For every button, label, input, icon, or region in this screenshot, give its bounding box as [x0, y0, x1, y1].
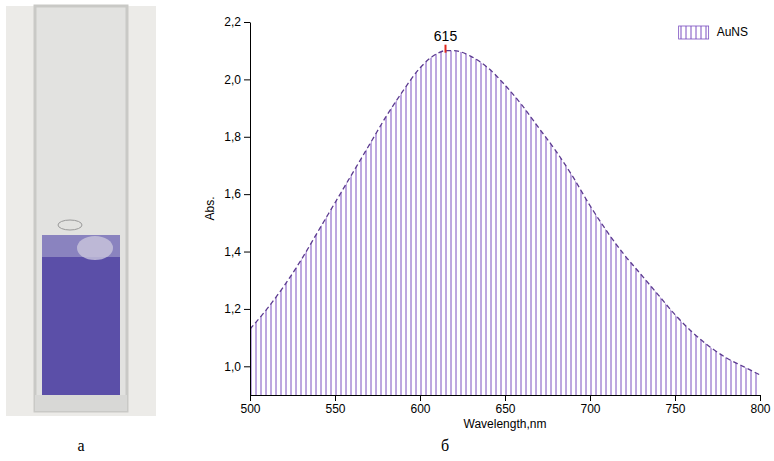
y-tick-label: 2,2	[224, 15, 241, 29]
x-tick: 650	[495, 395, 515, 416]
x-tick-mark	[590, 395, 591, 401]
y-tick-mark	[244, 137, 250, 138]
y-tick: 2,0	[224, 73, 250, 87]
x-tick-label: 750	[665, 402, 685, 416]
x-tick-label: 700	[580, 402, 600, 416]
liquid	[42, 235, 120, 395]
x-tick: 700	[580, 395, 600, 416]
y-tick: 1,8	[224, 130, 250, 144]
y-tick-label: 1,6	[224, 187, 241, 201]
y-tick-label: 1,0	[224, 360, 241, 374]
y-tick-label: 1,4	[224, 245, 241, 259]
x-tick-label: 550	[325, 402, 345, 416]
x-tick: 750	[665, 395, 685, 416]
x-tick-mark	[505, 395, 506, 401]
y-tick-label: 1,2	[224, 302, 241, 316]
x-tick-label: 650	[495, 402, 515, 416]
y-tick: 1,4	[224, 245, 250, 259]
y-tick: 1,6	[224, 187, 250, 201]
x-tick-mark	[760, 395, 761, 401]
x-tick: 500	[240, 395, 260, 416]
y-axis-title: Abs.	[203, 196, 217, 220]
curve	[250, 51, 760, 375]
cuvette	[35, 6, 127, 411]
y-tick-mark	[244, 22, 250, 23]
x-axis: 500 550 600 650 700 750 800	[240, 395, 770, 416]
annotation-label: 615	[434, 28, 458, 44]
y-tick-label: 1,8	[224, 130, 241, 144]
y-tick: 2,2	[224, 15, 250, 29]
photo-background	[6, 6, 156, 416]
y-tick-mark	[244, 309, 250, 310]
bubble	[58, 220, 82, 230]
y-axis-line	[250, 23, 251, 396]
x-tick-label: 500	[240, 402, 260, 416]
y-tick-mark	[244, 194, 250, 195]
x-tick-label: 800	[750, 402, 770, 416]
area	[250, 51, 760, 395]
y-axis: 1,0 1,2 1,4 1,6 1,8 2,0 2,2	[224, 15, 250, 395]
x-tick-mark	[250, 395, 251, 401]
x-tick-mark	[420, 395, 421, 401]
y-tick-mark	[244, 79, 250, 80]
bubble	[77, 236, 113, 260]
legend-label: AuNS	[717, 25, 748, 39]
panel-label: а	[77, 437, 84, 454]
y-tick: 1,2	[224, 302, 250, 316]
figure: 500 550 600 650 700 750 800 1,0 1,2 1,4 1,6 1,8 2,0 2…	[0, 0, 774, 461]
legend: AuNS	[679, 25, 748, 39]
x-axis-title: Wavelength,nm	[464, 417, 547, 431]
x-tick-label: 600	[410, 402, 430, 416]
panel-label: б	[441, 437, 449, 454]
x-tick: 600	[410, 395, 430, 416]
legend-swatch	[679, 26, 709, 39]
cuvette-base	[35, 395, 127, 411]
photo	[6, 6, 156, 416]
y-tick-label: 2,0	[224, 73, 241, 87]
y-tick-mark	[244, 252, 250, 253]
x-tick-mark	[335, 395, 336, 401]
annotation-mark	[445, 45, 447, 53]
x-tick-mark	[675, 395, 676, 401]
x-tick: 550	[325, 395, 345, 416]
x-tick: 800	[750, 395, 770, 416]
plot-marks	[250, 51, 760, 395]
y-tick-mark	[244, 366, 250, 367]
y-tick: 1,0	[224, 360, 250, 374]
